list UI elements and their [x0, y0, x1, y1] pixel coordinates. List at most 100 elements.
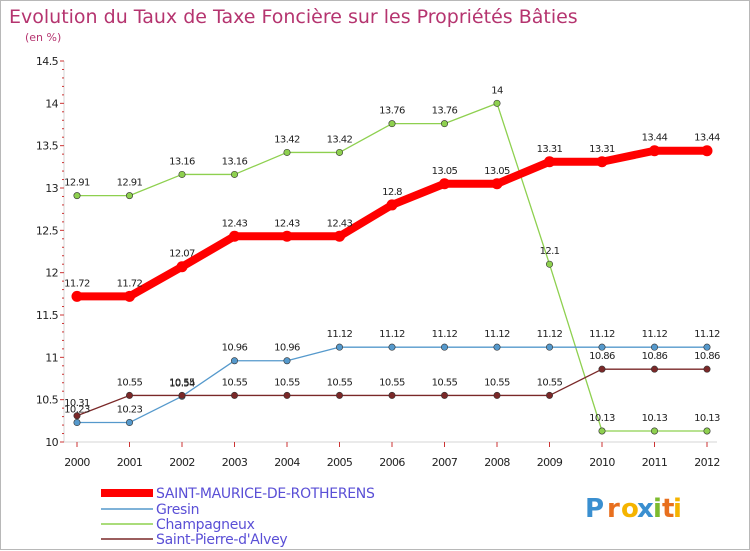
data-point	[73, 419, 81, 427]
data-point	[335, 148, 343, 156]
data-label: 11.12	[642, 329, 668, 340]
data-label: 12.91	[64, 178, 90, 189]
y-tick-label: 13	[45, 182, 58, 195]
data-label: 13.31	[589, 144, 615, 155]
data-point	[650, 343, 658, 351]
data-label: 12.91	[117, 178, 143, 189]
data-point	[650, 427, 658, 435]
data-label: 10.86	[642, 351, 668, 362]
y-tick-label: 10	[45, 436, 58, 449]
data-label: 10.86	[589, 351, 615, 362]
data-label: 13.42	[327, 134, 353, 145]
logo-letter: i	[653, 494, 662, 524]
data-label: 11.12	[327, 329, 353, 340]
data-point	[231, 170, 239, 178]
data-point	[178, 391, 186, 399]
logo-letter: P	[585, 494, 604, 524]
data-label: 12.43	[274, 218, 300, 229]
data-point	[703, 365, 711, 373]
data-label: 12.43	[327, 218, 353, 229]
x-tick-label: 2006	[379, 456, 405, 469]
x-tick-label: 2009	[537, 456, 563, 469]
data-point	[545, 260, 553, 268]
y-tick-label: 14	[45, 97, 58, 110]
data-label: 10.13	[694, 413, 720, 424]
data-point	[545, 391, 553, 399]
x-tick-label: 2001	[117, 456, 143, 469]
data-label: 13.44	[694, 133, 720, 144]
data-point	[335, 391, 343, 399]
data-point	[178, 170, 186, 178]
data-label: 13.76	[432, 106, 458, 117]
data-point	[388, 391, 396, 399]
data-point	[650, 365, 658, 373]
data-point	[545, 343, 553, 351]
data-point	[283, 148, 291, 156]
data-point	[598, 365, 606, 373]
series-group	[71, 99, 713, 435]
data-label: 11.72	[117, 278, 143, 289]
data-label: 10.55	[537, 377, 563, 388]
data-label: 11.12	[537, 329, 563, 340]
data-label: 10.55	[432, 377, 458, 388]
chart-subtitle: (en %)	[25, 31, 61, 44]
data-label: 13.44	[642, 133, 668, 144]
y-tick-label: 11.5	[36, 309, 59, 322]
data-label: 10.23	[64, 405, 90, 416]
data-label: 10.13	[642, 413, 668, 424]
data-label: 12.1	[540, 246, 560, 257]
data-point	[596, 156, 608, 168]
data-label: 11.72	[64, 278, 90, 289]
data-point	[281, 230, 293, 242]
data-point	[124, 290, 135, 302]
x-tick-label: 2012	[694, 456, 720, 469]
y-tick-label: 12	[45, 267, 58, 280]
data-point	[440, 343, 448, 351]
y-tick-label: 10.5	[36, 394, 59, 407]
data-point	[283, 391, 291, 399]
data-point	[231, 357, 239, 365]
data-label: 11.12	[484, 329, 510, 340]
data-point	[440, 120, 448, 128]
logo-letter: t	[662, 494, 674, 524]
data-label: 10.55	[379, 377, 405, 388]
data-point	[703, 343, 711, 351]
data-label: 13.31	[537, 144, 563, 155]
data-label: 10.55	[169, 377, 195, 388]
data-point	[649, 145, 660, 157]
data-label: 11.12	[589, 329, 615, 340]
data-label: 10.55	[222, 377, 248, 388]
logo-letter: x	[637, 494, 654, 524]
data-label: 10.96	[222, 343, 248, 354]
data-point	[73, 192, 81, 200]
data-point	[544, 156, 555, 168]
data-point	[334, 230, 345, 242]
data-label: 11.12	[379, 329, 405, 340]
data-point	[229, 230, 240, 242]
data-labels: 11.72 11.72 12.07 12.43 12.43 12.43 12.8 13.05 1…	[64, 85, 720, 424]
data-label: 12.07	[169, 249, 195, 260]
legend-label: Champagneux	[156, 517, 255, 533]
x-tick-label: 2008	[484, 456, 510, 469]
y-tick-label: 11	[45, 351, 58, 364]
y-axis: 10 10.5 11 11.5 12 12.5 13 13.5 14 14.5	[36, 55, 64, 449]
data-point	[440, 391, 448, 399]
data-point	[231, 391, 239, 399]
series-line	[73, 146, 711, 301]
data-point	[71, 290, 83, 302]
data-point	[335, 343, 343, 351]
chart-title: Evolution du Taux de Taxe Foncière sur l…	[9, 6, 578, 28]
x-tick-label: 2007	[432, 456, 458, 469]
data-point	[126, 419, 134, 427]
y-tick-label: 12.5	[36, 224, 59, 237]
x-axis: 2000 2001 2002 2003 2004 2005 2006 2007 2008 2009…	[64, 442, 720, 469]
x-tick-label: 2011	[642, 456, 668, 469]
data-point	[386, 199, 398, 211]
logo-letter: o	[621, 494, 639, 524]
data-label: 11.12	[694, 329, 720, 340]
data-label: 10.13	[589, 413, 615, 424]
data-label: 10.55	[484, 377, 510, 388]
